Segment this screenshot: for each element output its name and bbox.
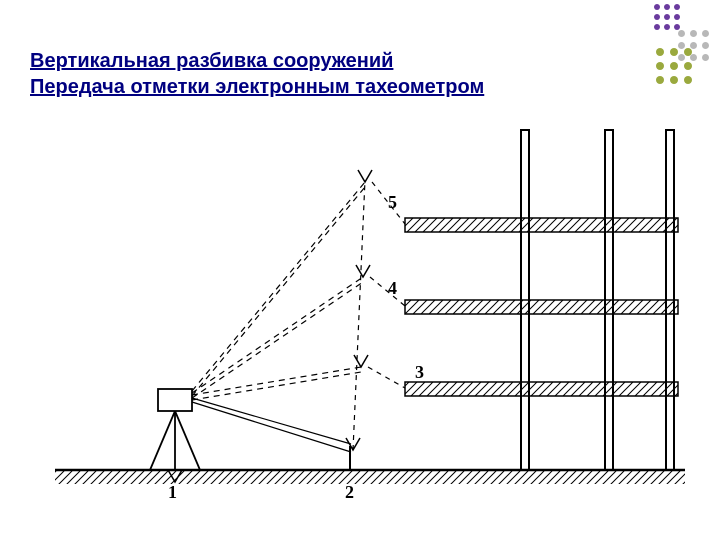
slide-title: Вертикальная разбивка сооружений Передач… <box>30 48 600 100</box>
label-2: 2 <box>345 482 354 503</box>
title-line-1: Вертикальная разбивка сооружений <box>30 48 600 74</box>
label-1: 1 <box>168 482 177 503</box>
title-line-2: Передача отметки электронным тахеометром <box>30 74 600 100</box>
label-5: 5 <box>388 192 397 213</box>
label-3: 3 <box>415 362 424 383</box>
label-4: 4 <box>388 278 397 299</box>
floor-slabs <box>405 218 678 396</box>
diagram-svg <box>55 120 685 510</box>
sight-lines <box>192 180 405 452</box>
total-station <box>150 389 200 470</box>
logo-dots <box>600 0 720 120</box>
surveying-diagram: 1 2 3 4 5 <box>55 120 685 510</box>
